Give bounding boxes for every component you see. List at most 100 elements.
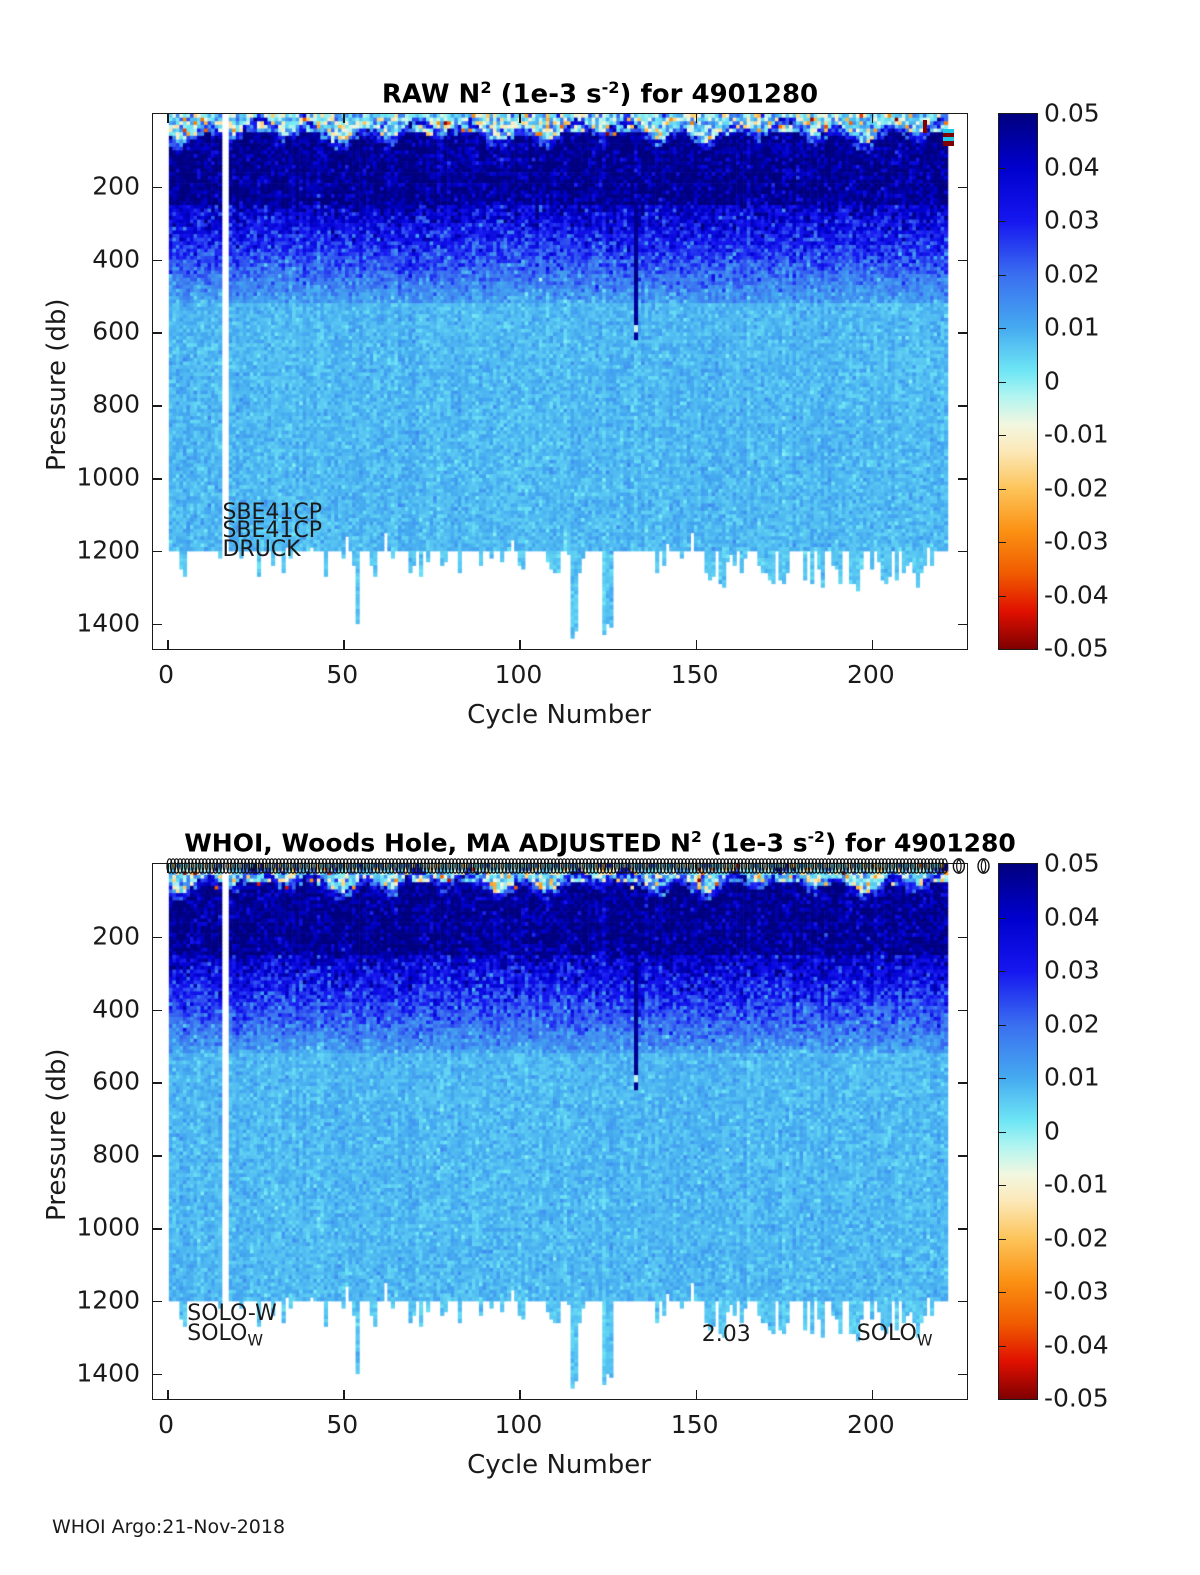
x-tick-150	[695, 1390, 698, 1399]
colorbar-label-0.03: 0.03	[1044, 955, 1100, 985]
colorbar-tick--0.04	[999, 1345, 1006, 1347]
colorbar-label--0.05: -0.05	[1044, 1383, 1109, 1413]
y-tick-label-1200: 1200	[76, 535, 140, 565]
colorbar-tick-0.02	[999, 274, 1006, 276]
adj-title-mid: (1e-3 s	[701, 828, 808, 858]
adjusted-sensor-label-right-subscript: W	[916, 1330, 933, 1350]
raw-surface-marker-3	[942, 137, 954, 143]
x-tick-top-100	[519, 864, 522, 873]
colorbar-tick-0.01	[999, 328, 1006, 330]
x-tick-label-200: 200	[846, 1410, 895, 1439]
adjusted-sensor-label-right: SOLOW	[857, 1321, 933, 1349]
colorbar-label--0.02: -0.02	[1044, 473, 1109, 502]
colorbar-label-0.01: 0.01	[1044, 312, 1100, 342]
raw-title-suffix: ) for 4901280	[619, 79, 819, 110]
colorbar-tick-0.02	[999, 1024, 1006, 1026]
adjusted-sensor-label-right-text: SOLO	[856, 1321, 917, 1347]
x-tick-top-150	[695, 114, 698, 123]
y-tick-right-1200	[958, 1300, 967, 1303]
x-tick-label-200: 200	[846, 660, 895, 689]
raw-sensor-label-3: DRUCK	[222, 537, 300, 562]
y-tick-200	[153, 186, 162, 189]
x-tick-top-0	[167, 114, 169, 123]
raw-sensor-label-1: SBE41CP	[222, 500, 322, 525]
raw-surface-marker-1	[942, 129, 954, 135]
y-tick-600	[153, 1082, 162, 1084]
x-tick-top-200	[871, 864, 874, 873]
x-tick-top-0	[167, 864, 169, 873]
panel-raw: RAW N2 (1e-3 s-2) for 4901280 200 400 600 8…	[0, 0, 1200, 760]
colorbar-tick-0.03	[999, 221, 1006, 223]
colorbar-label-0.04: 0.04	[1044, 152, 1100, 181]
y-tick-label-200: 200	[92, 171, 140, 201]
colorbar-tick-0.03	[999, 971, 1006, 973]
x-tick-label-100: 100	[494, 660, 543, 689]
x-tick-top-50	[343, 114, 345, 123]
adjusted-sensor-label-2-subscript: W	[247, 1330, 263, 1350]
raw-plot-title: RAW N2 (1e-3 s-2) for 4901280	[0, 78, 1200, 110]
y-tick-label-1000: 1000	[76, 462, 140, 492]
x-tick-100	[519, 1390, 522, 1399]
y-tick-right-1000	[958, 1227, 967, 1230]
colorbar-tick-0.01	[999, 1078, 1006, 1080]
y-tick-label-400: 400	[92, 244, 140, 274]
y-tick-200	[153, 936, 162, 939]
y-tick-800	[153, 1155, 162, 1157]
x-tick-label-150: 150	[670, 1410, 719, 1439]
raw-title-sup2: -2	[601, 78, 620, 97]
x-tick-label-100: 100	[494, 1410, 543, 1439]
y-tick-right-200	[958, 936, 967, 939]
x-tick-0	[167, 1390, 169, 1399]
colorbar-tick--0.04	[999, 595, 1006, 597]
raw-heatmap	[153, 114, 967, 649]
y-tick-400	[153, 1009, 162, 1012]
adjusted-sensor-label-1: SOLO-W	[187, 1301, 276, 1326]
y-tick-right-1400	[958, 1373, 967, 1376]
y-tick-1400	[153, 1373, 162, 1376]
x-tick-200	[871, 640, 874, 649]
adjusted-sensor-label-1-text: SOLO-W	[187, 1301, 277, 1327]
y-tick-label-1200: 1200	[76, 1285, 140, 1315]
x-tick-50	[343, 1390, 345, 1399]
colorbar-tick--0.03	[999, 1292, 1006, 1294]
colorbar-label--0.04: -0.04	[1044, 1330, 1109, 1359]
adjusted-heatmap	[153, 864, 967, 1399]
y-tick-1200	[153, 1300, 162, 1303]
colorbar-tick-0.04	[999, 917, 1006, 919]
colorbar-label-0: 0	[1044, 1116, 1060, 1145]
x-tick-200	[871, 1390, 874, 1399]
colorbar-label-0: 0	[1044, 366, 1060, 395]
y-tick-right-800	[958, 405, 967, 407]
adjusted-plot-title: WHOI, Woods Hole, MA ADJUSTED N2 (1e-3 s…	[0, 828, 1200, 857]
colorbar-label-0.02: 0.02	[1044, 259, 1100, 288]
adj-title-prefix: WHOI, Woods Hole, MA ADJUSTED N	[184, 828, 691, 858]
x-tick-150	[695, 640, 698, 649]
raw-title-prefix: RAW N	[381, 79, 481, 110]
y-tick-right-400	[958, 259, 967, 262]
colorbar-tick-0	[999, 381, 1006, 383]
y-tick-600	[153, 332, 162, 334]
figure-footer: WHOI Argo:21-Nov-2018	[52, 1516, 286, 1538]
y-tick-label-200: 200	[92, 921, 140, 951]
colorbar-tick--0.03	[999, 542, 1006, 544]
adj-title-sup: 2	[690, 828, 702, 846]
x-tick-label-150: 150	[670, 660, 719, 689]
adjusted-offset-value-text: 2.03	[701, 1322, 751, 1348]
x-tick-50	[343, 640, 345, 649]
adj-title-suffix: ) for 4901280	[824, 828, 1016, 858]
colorbar-label--0.03: -0.03	[1044, 1276, 1109, 1306]
y-tick-label-1400: 1400	[76, 1358, 140, 1388]
y-tick-400	[153, 259, 162, 262]
y-tick-1000	[153, 477, 162, 480]
adj-title-sup2: -2	[807, 828, 825, 846]
y-tick-label-1000: 1000	[76, 1212, 140, 1242]
colorbar-tick-0.04	[999, 167, 1006, 169]
x-tick-100	[519, 640, 522, 649]
y-tick-label-800: 800	[92, 389, 140, 419]
x-tick-top-100	[519, 114, 522, 123]
y-tick-right-200	[958, 186, 967, 189]
raw-sensor-label-2-text: SBE41CP	[222, 518, 323, 544]
y-tick-1000	[153, 1227, 162, 1230]
colorbar-label-0.01: 0.01	[1044, 1062, 1100, 1092]
raw-surface-marker-4	[942, 140, 954, 146]
